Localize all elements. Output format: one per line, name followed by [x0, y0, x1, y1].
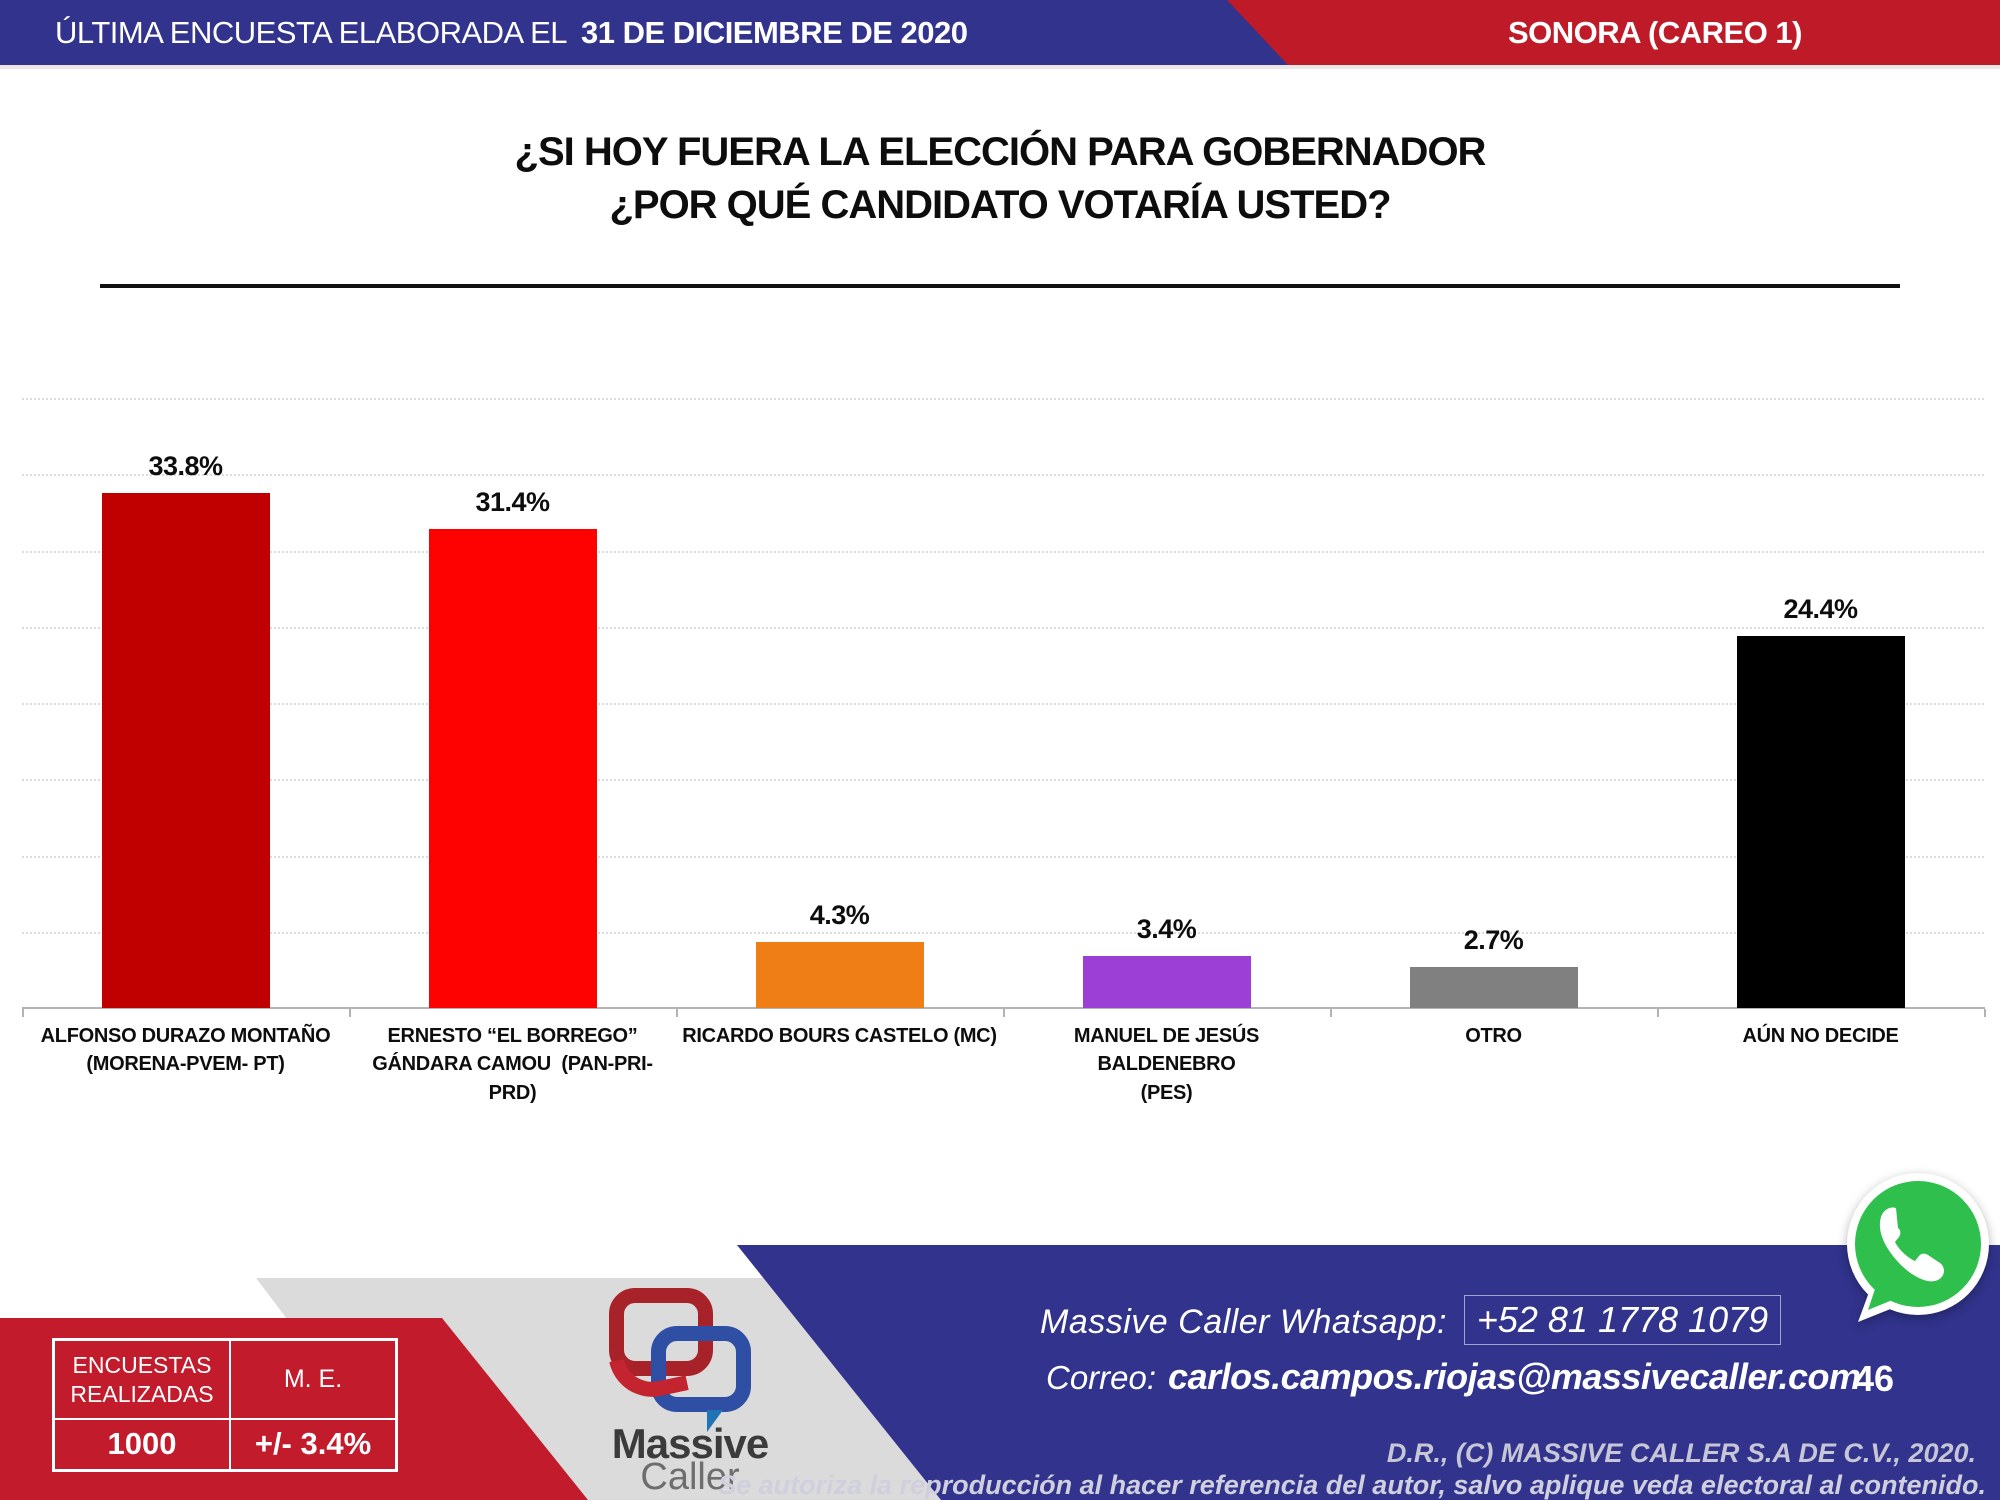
survey-info-table: ENCUESTAS REALIZADAS M. E. 1000 +/- 3.4% [52, 1338, 398, 1472]
axis-tick [349, 1009, 351, 1017]
bar-value-2: 31.4% [475, 487, 550, 518]
authorization-text: Se autoriza la reproducción al hacer ref… [718, 1470, 1986, 1500]
axis-tick [22, 1009, 24, 1017]
page-number: 46 [1854, 1358, 1895, 1399]
whatsapp-number-box: +52 81 1778 1079 [1464, 1295, 1781, 1345]
bar-value-3: 4.3% [809, 900, 870, 931]
bar-value-5: 2.7% [1463, 924, 1524, 955]
category-label-3: RICARDO BOURS CASTELO (MC) [682, 1025, 997, 1047]
bar-4 [1082, 956, 1251, 1008]
bar-6 [1736, 635, 1905, 1008]
page-title: ¿SI HOY FUERA LA ELECCIÓN PARA GOBERNADO… [514, 130, 1487, 227]
bar-2 [428, 529, 597, 1008]
header-survey-date-label: ÚLTIMA ENCUESTA ELABORADA EL [55, 14, 568, 50]
header-blue-band [0, 0, 1288, 65]
gridline-25pct [22, 626, 1984, 629]
category-label-4: MANUEL DE JESÚS BALDENEBRO (PES) [1073, 1025, 1260, 1104]
logo-blue-tail-icon [707, 1410, 723, 1432]
massive-caller-logo: Massive Caller [595, 1282, 785, 1496]
bar-5 [1409, 966, 1578, 1008]
bar-value-6: 24.4% [1783, 593, 1858, 624]
email-label: Correo: [1046, 1359, 1157, 1396]
gridline-30pct [22, 550, 1984, 553]
category-label-5: OTRO [1465, 1025, 1522, 1047]
axis-tick [1003, 1009, 1005, 1017]
copyright-text: D.R., (C) MASSIVE CALLER S.A DE C.V., 20… [1386, 1438, 1976, 1468]
x-axis-line [22, 1007, 1985, 1009]
email-line: Correo: carlos.campos.riojas@massivecall… [1046, 1356, 1861, 1398]
header-survey-date-value: 31 DE DICIEMBRE DE 2020 [581, 14, 968, 50]
bar-1 [101, 492, 270, 1008]
gridline-40pct [22, 398, 1984, 400]
category-label-2: ERNESTO “EL BORREGO” GÁNDARA CAMOU (PAN-… [372, 1025, 653, 1104]
bar-value-4: 3.4% [1136, 914, 1197, 945]
axis-tick [1657, 1009, 1659, 1017]
logo-blue-bubble-icon [651, 1326, 751, 1412]
margin-of-error-header: M. E. [230, 1340, 396, 1419]
bar-3 [755, 942, 924, 1008]
gridline-15pct [22, 779, 1984, 782]
whatsapp-label: Massive Caller Whatsapp: [1040, 1303, 1447, 1341]
header-divider [0, 65, 2000, 69]
surveys-conducted-header: ENCUESTAS REALIZADAS [54, 1340, 230, 1419]
axis-tick [1330, 1009, 1332, 1017]
footer-blue-ribbon [737, 1245, 2000, 1500]
axis-tick [676, 1009, 678, 1017]
gridline-10pct [22, 855, 1984, 858]
logo-text-massive: Massive [611, 1420, 769, 1467]
category-label-1: ALFONSO DURAZO MONTAÑO (MORENA-PVEM- PT) [40, 1025, 331, 1076]
margin-of-error-value: +/- 3.4% [230, 1419, 396, 1470]
surveys-conducted-value: 1000 [54, 1419, 230, 1470]
logo-text-caller: Caller [640, 1456, 740, 1498]
gridline-5pct [22, 931, 1984, 934]
axis-tick [1984, 1009, 1986, 1017]
category-label-6: AÚN NO DECIDE [1742, 1025, 1899, 1047]
email-address: carlos.campos.riojas@massivecaller.com [1168, 1356, 1861, 1397]
gridline-20pct [22, 703, 1984, 705]
gridline-35pct [22, 474, 1984, 477]
header-survey-date: ÚLTIMA ENCUESTA ELABORADA EL 31 DE DICIE… [55, 0, 968, 65]
bar-value-1: 33.8% [148, 450, 223, 481]
header-region-title: SONORA (CAREO 1) [1508, 14, 1802, 50]
title-underline [100, 284, 1900, 288]
whatsapp-icon [1838, 1172, 1994, 1328]
